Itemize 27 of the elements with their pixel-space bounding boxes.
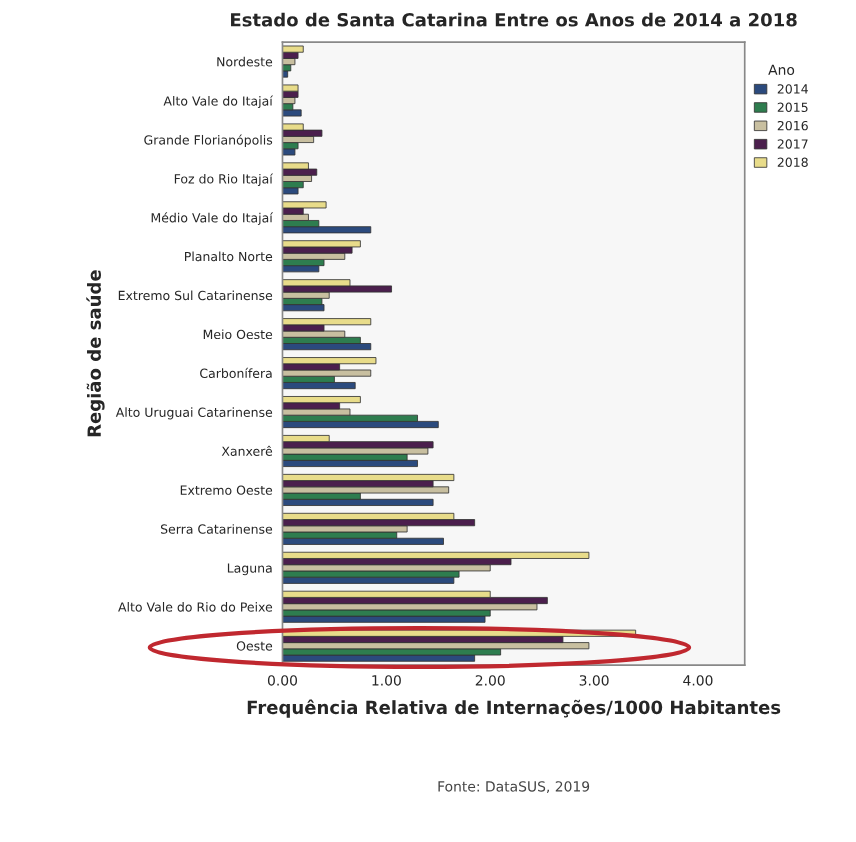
- bar: [282, 162, 309, 170]
- bar: [282, 84, 299, 92]
- bar: [282, 201, 327, 209]
- bar: [282, 498, 434, 506]
- bar: [282, 129, 323, 137]
- bar: [282, 187, 299, 195]
- bar: [282, 318, 372, 326]
- bar: [282, 45, 304, 53]
- bar: [282, 109, 302, 117]
- bar: [282, 369, 372, 377]
- bar: [282, 103, 294, 111]
- bar: [282, 240, 361, 248]
- bar: [282, 226, 372, 234]
- chart-title: Estado de Santa Catarina Entre os Anos de 2014 a 2018: [231, 12, 797, 27]
- bar: [282, 551, 590, 559]
- bar: [282, 168, 318, 176]
- x-axis-title: Frequência Relativa de Internações/1000 Habitantes: [247, 699, 781, 718]
- bar: [282, 396, 361, 404]
- bar: [282, 265, 320, 273]
- bar: [282, 486, 450, 494]
- bar: [282, 148, 296, 156]
- bar: [282, 64, 292, 72]
- y-axis-title: Região de saúde: [86, 270, 105, 437]
- bar: [282, 473, 455, 482]
- bar: [282, 441, 434, 449]
- bar: [282, 285, 392, 293]
- bar: [282, 357, 377, 365]
